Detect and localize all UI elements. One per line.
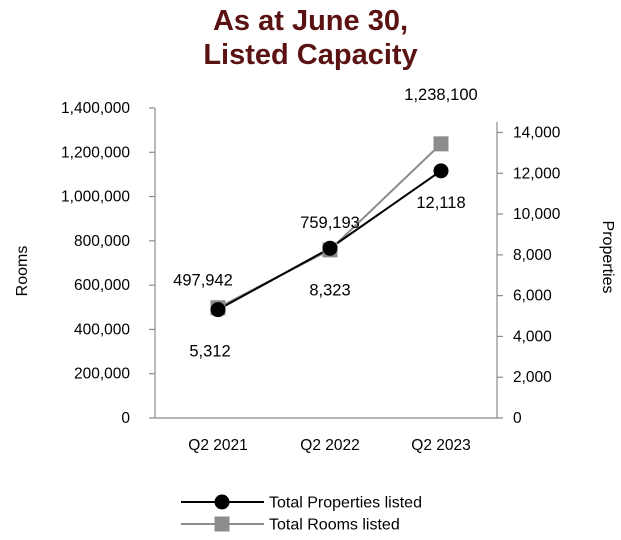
chart-title: As at June 30, Listed Capacity (0, 4, 621, 72)
right-tick-label: 8,000 (513, 247, 552, 264)
left-tick-label: 600,000 (74, 277, 130, 294)
right-tick-label: 10,000 (513, 206, 561, 223)
series-markers (210, 136, 449, 318)
left-tick-label: 800,000 (74, 233, 130, 250)
chart-title-line-1: As at June 30, (212, 5, 409, 37)
x-tick-label: Q2 2021 (188, 437, 247, 454)
data-label: 5,312 (189, 343, 230, 361)
legend-marker (214, 516, 230, 532)
data-label: 759,193 (300, 214, 360, 232)
right-tick-label: 0 (513, 410, 522, 427)
right-tick-label: 12,000 (513, 165, 561, 182)
right-tick-label: 4,000 (513, 328, 552, 345)
data-label: 1,238,100 (404, 86, 477, 104)
left-tick-label: 200,000 (74, 366, 130, 383)
legend-label: Total Properties listed (269, 495, 422, 512)
left-tick-label: 1,400,000 (61, 100, 130, 117)
data-labels: 5,312 8,323 12,118 497,942 759,193 1,238,100 (173, 86, 478, 361)
right-tick-label: 14,000 (513, 124, 561, 141)
data-label: 497,942 (173, 272, 233, 290)
square-marker (433, 136, 449, 152)
chart-axes: 0 200,000 400,000 600,000 800,000 1,000,000 1,… (14, 100, 616, 454)
left-tick-label: 400,000 (74, 321, 130, 338)
right-axis-title: Properties (599, 221, 616, 294)
data-label: 8,323 (309, 281, 350, 299)
data-label: 12,118 (416, 194, 465, 212)
legend-marker (214, 494, 230, 510)
left-tick-label: 0 (121, 410, 130, 427)
right-tick-label: 6,000 (513, 288, 552, 305)
left-axis-title: Rooms (14, 246, 31, 297)
left-tick-label: 1,000,000 (61, 189, 130, 206)
point-marker (433, 163, 449, 179)
x-tick-label: Q2 2023 (411, 437, 470, 454)
right-tick-label: 2,000 (513, 369, 552, 386)
left-tick-label: 1,200,000 (61, 144, 130, 161)
chart-title-line-2: Listed Capacity (203, 39, 418, 71)
legend-label: Total Rooms listed (269, 517, 400, 534)
chart-legend: Total Properties listed Total Rooms liste… (181, 494, 422, 534)
point-marker (210, 302, 226, 318)
x-tick-label: Q2 2022 (300, 437, 359, 454)
point-marker (322, 240, 338, 256)
